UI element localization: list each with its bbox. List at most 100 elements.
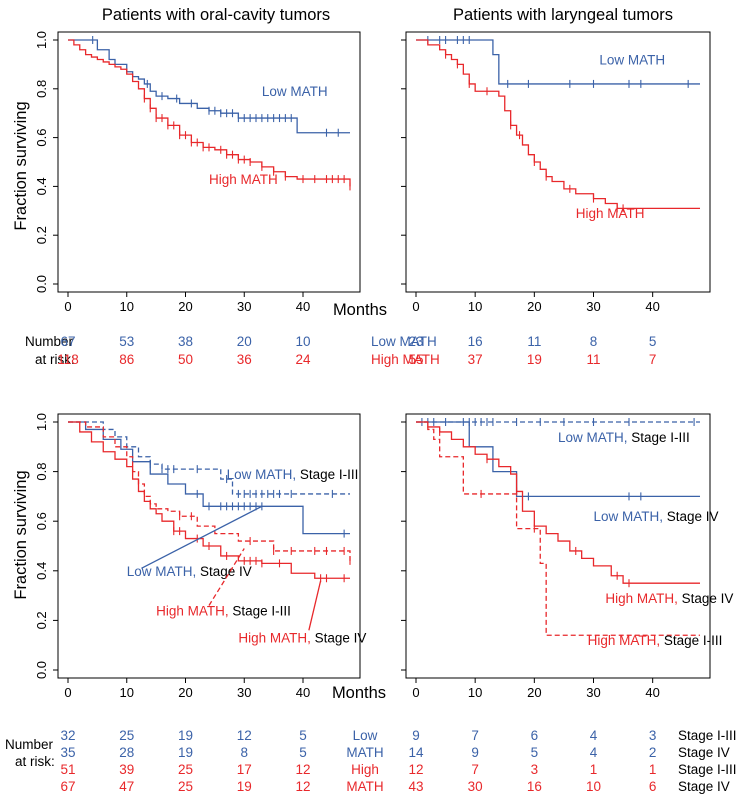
ylabel-bottom: Fraction surviving bbox=[12, 470, 30, 599]
at-risk-count: 8 bbox=[590, 334, 598, 349]
plot-frame bbox=[57, 31, 361, 293]
at-risk-count: 38 bbox=[178, 334, 193, 349]
at-risk-heading-top-2: at risk: bbox=[35, 352, 75, 367]
at-risk-count: 50 bbox=[178, 352, 193, 367]
panel-0: 0 10 20 30 40 0.0 0.2 0.4 0.6 0.8 1.0 Low MATH High … bbox=[34, 31, 440, 367]
x-tick-label: 40 bbox=[296, 299, 310, 314]
at-risk-count: 19 bbox=[178, 745, 193, 760]
at-risk-high-line2: MATH bbox=[346, 779, 383, 794]
curve-label: High MATH, Stage IV bbox=[238, 631, 366, 646]
at-risk-count: 12 bbox=[295, 779, 310, 794]
plot-frame bbox=[405, 413, 711, 679]
km-curve bbox=[416, 39, 700, 210]
at-risk-count: 28 bbox=[119, 745, 134, 760]
at-risk-count: 35 bbox=[60, 745, 75, 760]
x-tick-label: 20 bbox=[527, 299, 541, 314]
panel-2: 0 10 20 30 40 0.0 0.2 0.4 0.6 0.8 1.0 Low MATH, Sta… bbox=[34, 413, 366, 794]
y-tick-label: 0.0 bbox=[34, 275, 49, 293]
leader-line bbox=[208, 548, 245, 606]
at-risk-count: 6 bbox=[531, 728, 539, 743]
at-risk-count: 86 bbox=[119, 352, 134, 367]
x-tick-label: 30 bbox=[237, 685, 251, 700]
x-tick-label: 10 bbox=[120, 685, 134, 700]
at-risk-count: 11 bbox=[586, 352, 600, 367]
x-tick-label: 30 bbox=[586, 685, 600, 700]
at-risk-count: 19 bbox=[237, 779, 252, 794]
x-tick-label: 40 bbox=[296, 685, 310, 700]
at-risk-count: 25 bbox=[178, 762, 193, 777]
curve-label: High MATH, Stage I-III bbox=[588, 633, 723, 648]
x-tick-label: 0 bbox=[64, 299, 71, 314]
at-risk-high-line1: High bbox=[351, 762, 379, 777]
km-curve bbox=[416, 421, 700, 636]
panel-3: 0 10 20 30 40 Low MATH, Stage I-III Low MATH, … bbox=[401, 413, 737, 794]
at-risk-count: 7 bbox=[471, 762, 479, 777]
at-risk-count: 10 bbox=[295, 334, 310, 349]
at-risk-count: 25 bbox=[178, 779, 193, 794]
at-risk-count: 3 bbox=[531, 762, 539, 777]
at-risk-count: 30 bbox=[468, 779, 483, 794]
plot-frame bbox=[57, 413, 361, 679]
at-risk-count: 12 bbox=[237, 728, 252, 743]
at-risk-count: 10 bbox=[586, 779, 601, 794]
km-curve bbox=[68, 421, 350, 579]
x-tick-label: 30 bbox=[237, 299, 251, 314]
at-risk-count: 20 bbox=[237, 334, 252, 349]
at-risk-count: 37 bbox=[468, 352, 483, 367]
at-risk-row-label: Stage I-III bbox=[678, 728, 737, 743]
y-tick-label: 1.0 bbox=[34, 31, 49, 49]
xlabel-bottom: Months bbox=[332, 684, 386, 702]
at-risk-count: 53 bbox=[119, 334, 134, 349]
at-risk-count: 7 bbox=[471, 728, 479, 743]
km-curve bbox=[416, 421, 700, 584]
y-tick-label: 0.4 bbox=[34, 562, 49, 580]
y-tick-label: 0.2 bbox=[34, 226, 49, 244]
km-curve bbox=[68, 421, 350, 495]
at-risk-count: 23 bbox=[408, 334, 423, 349]
x-tick-label: 0 bbox=[412, 299, 419, 314]
at-risk-count: 8 bbox=[240, 745, 248, 760]
leader-line bbox=[141, 505, 263, 569]
at-risk-heading-bottom-2: at risk: bbox=[15, 754, 55, 769]
at-risk-count: 7 bbox=[649, 352, 657, 367]
y-tick-label: 0.4 bbox=[34, 177, 49, 195]
y-tick-label: 0.2 bbox=[34, 611, 49, 629]
at-risk-count: 16 bbox=[468, 334, 483, 349]
leader-line bbox=[308, 580, 322, 631]
curve-label: Low MATH, Stage I-III bbox=[227, 467, 359, 482]
at-risk-count: 1 bbox=[590, 762, 598, 777]
curve-label: Low MATH bbox=[599, 52, 665, 67]
curve-label: Low MATH, Stage IV bbox=[594, 509, 719, 524]
x-tick-label: 30 bbox=[586, 299, 600, 314]
at-risk-count: 43 bbox=[408, 779, 423, 794]
at-risk-count: 5 bbox=[299, 728, 307, 743]
curve-label: High MATH bbox=[209, 172, 278, 187]
x-tick-label: 10 bbox=[120, 299, 134, 314]
x-tick-label: 20 bbox=[178, 685, 192, 700]
curve-label: Low MATH, Stage I-III bbox=[558, 430, 690, 445]
at-risk-count: 4 bbox=[590, 745, 598, 760]
y-tick-label: 1.0 bbox=[34, 413, 49, 431]
title-oral-cavity: Patients with oral-cavity tumors bbox=[102, 6, 330, 24]
at-risk-count: 12 bbox=[408, 762, 423, 777]
at-risk-count: 39 bbox=[119, 762, 134, 777]
at-risk-count: 51 bbox=[60, 762, 75, 777]
at-risk-row-label: Stage I-III bbox=[678, 762, 737, 777]
y-tick-label: 0.8 bbox=[34, 463, 49, 481]
at-risk-count: 14 bbox=[408, 745, 424, 760]
at-risk-count: 1 bbox=[649, 762, 657, 777]
at-risk-count: 5 bbox=[299, 745, 307, 760]
curve-label: High MATH bbox=[576, 206, 645, 221]
at-risk-count: 118 bbox=[57, 352, 79, 367]
at-risk-count: 3 bbox=[649, 728, 657, 743]
x-tick-label: 40 bbox=[645, 299, 659, 314]
at-risk-count: 11 bbox=[527, 334, 541, 349]
ylabel-top: Fraction surviving bbox=[12, 101, 30, 230]
at-risk-count: 9 bbox=[471, 745, 479, 760]
x-tick-label: 10 bbox=[468, 299, 482, 314]
at-risk-low-line1: Low bbox=[353, 728, 378, 743]
at-risk-count: 36 bbox=[237, 352, 252, 367]
at-risk-count: 17 bbox=[237, 762, 252, 777]
